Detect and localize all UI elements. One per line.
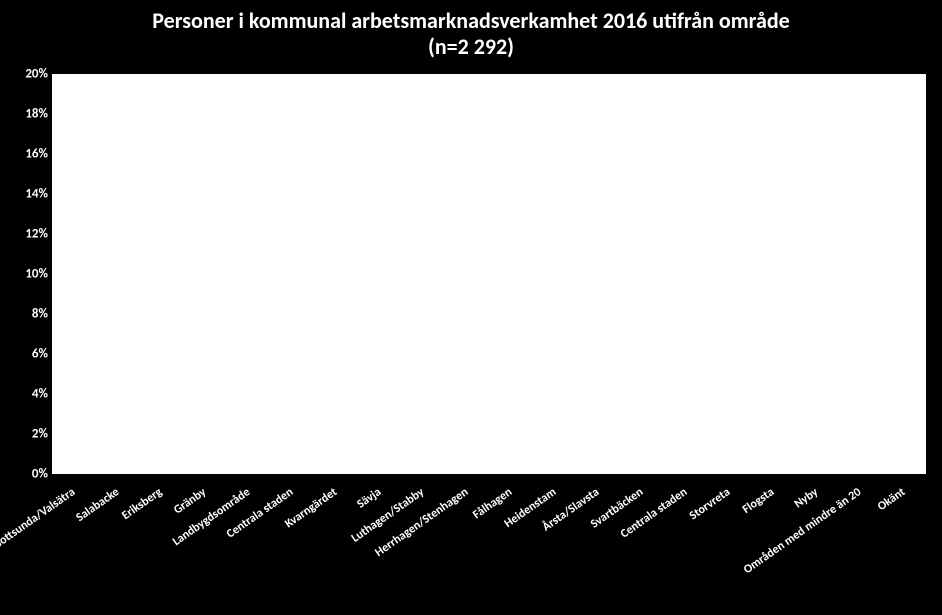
chart-container: Personer i kommunal arbetsmarknadsverkam… (0, 0, 942, 615)
y-tick-label: 20% (25, 67, 48, 82)
plot-area (52, 74, 926, 474)
chart-title-line1: Personer i kommunal arbetsmarknadsverkam… (0, 8, 942, 34)
y-tick-label: 4% (32, 387, 48, 402)
x-tick-label: Sävja (354, 485, 383, 511)
y-tick-label: 18% (25, 107, 48, 122)
chart-title-line2: (n=2 292) (0, 34, 942, 60)
y-tick-label: 0% (32, 467, 48, 482)
x-tick-label: Storvreta (687, 485, 733, 523)
x-tick-label: Gränby (171, 485, 209, 517)
x-tick-label: Okänt (875, 485, 908, 514)
y-tick-label: 10% (25, 267, 48, 282)
y-axis: 0%2%4%6%8%10%12%14%16%18%20% (0, 74, 52, 474)
x-tick-label: Gottsunda/Valsätra (0, 485, 78, 552)
y-tick-label: 6% (32, 347, 48, 362)
x-tick-label: Eriksberg (120, 485, 166, 523)
x-tick-label: Nyby (792, 485, 821, 511)
y-tick-label: 12% (25, 227, 48, 242)
chart-title: Personer i kommunal arbetsmarknadsverkam… (0, 8, 942, 60)
y-tick-label: 2% (32, 427, 48, 442)
y-tick-label: 16% (25, 147, 48, 162)
x-axis: Gottsunda/ValsätraSalabackeEriksbergGrän… (52, 474, 926, 614)
x-tick-label: Flogsta (740, 485, 777, 517)
y-tick-label: 8% (32, 307, 48, 322)
y-tick-label: 14% (25, 187, 48, 202)
x-tick-label: Salabacke (73, 485, 121, 525)
